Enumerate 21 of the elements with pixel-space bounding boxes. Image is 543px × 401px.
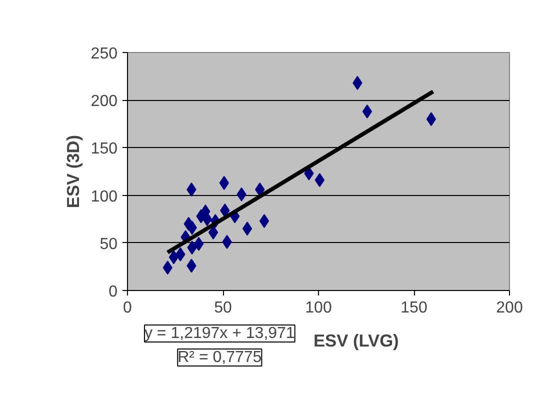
y-tick-label: 0 [108,284,118,300]
point [426,112,436,126]
x-axis-title: ESV (LVG) [313,330,399,350]
point [194,236,204,251]
y-tick-label: 150 [90,140,118,158]
x-tick-label: 0 [123,300,132,316]
point [208,225,218,240]
x-tick-label: 100 [305,300,332,316]
y-tick-label: 50 [100,236,118,253]
y-tick-label: 250 [90,46,118,62]
y-tick-label: 100 [90,188,118,206]
x-tick-label: 150 [400,300,428,316]
point [362,104,372,119]
text: R² = 0,7775 [178,349,262,366]
point [242,222,252,236]
x-tick-label: 50 [214,300,232,316]
y-axis-title: ESV (3D) [62,134,83,208]
y-tick-label: 200 [90,93,118,110]
point [259,214,270,228]
point [168,250,179,264]
x-tick-label: 200 [496,300,523,316]
